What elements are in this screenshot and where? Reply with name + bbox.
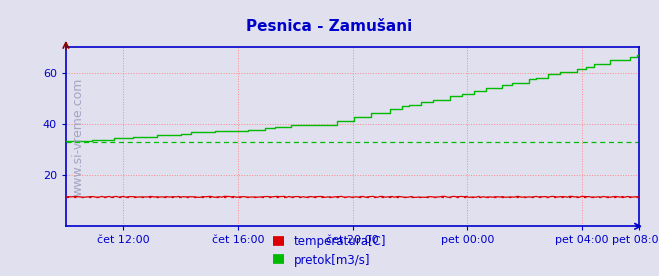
- Legend: temperatura[C], pretok[m3/s]: temperatura[C], pretok[m3/s]: [269, 231, 390, 270]
- Text: www.si-vreme.com: www.si-vreme.com: [72, 78, 84, 196]
- Text: Pesnica - Zamušani: Pesnica - Zamušani: [246, 19, 413, 34]
